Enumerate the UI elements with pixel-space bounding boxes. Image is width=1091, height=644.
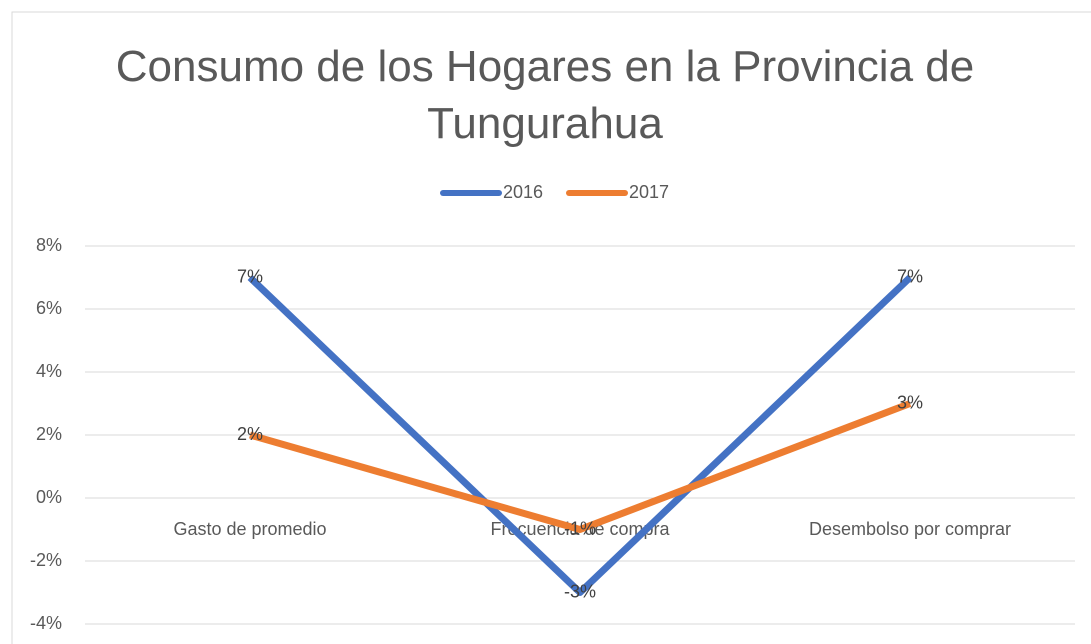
y-tick-label: 6% — [36, 298, 62, 318]
x-tick-label: Gasto de promedio — [173, 519, 326, 539]
chart-title: Consumo de los Hogares en la Provincia d… — [115, 42, 975, 148]
y-tick-label: 2% — [36, 424, 62, 444]
data-label: 3% — [897, 392, 923, 412]
series-line — [249, 400, 912, 533]
data-label: 7% — [897, 266, 923, 286]
legend-label: 2016 — [503, 182, 543, 202]
series-line — [247, 274, 913, 596]
y-tick-label: 0% — [36, 487, 62, 507]
data-label: 2% — [237, 424, 263, 444]
data-label: -3% — [564, 581, 596, 601]
data-label: 7% — [237, 266, 263, 286]
y-tick-label: 4% — [36, 361, 62, 381]
x-tick-label: Desembolso por comprar — [809, 519, 1011, 539]
legend-label: 2017 — [629, 182, 669, 202]
y-tick-label: 8% — [36, 235, 62, 255]
y-tick-label: -4% — [30, 613, 62, 633]
chart-border — [11, 11, 1091, 644]
y-tick-label: -2% — [30, 550, 62, 570]
data-label: -1% — [564, 518, 596, 538]
